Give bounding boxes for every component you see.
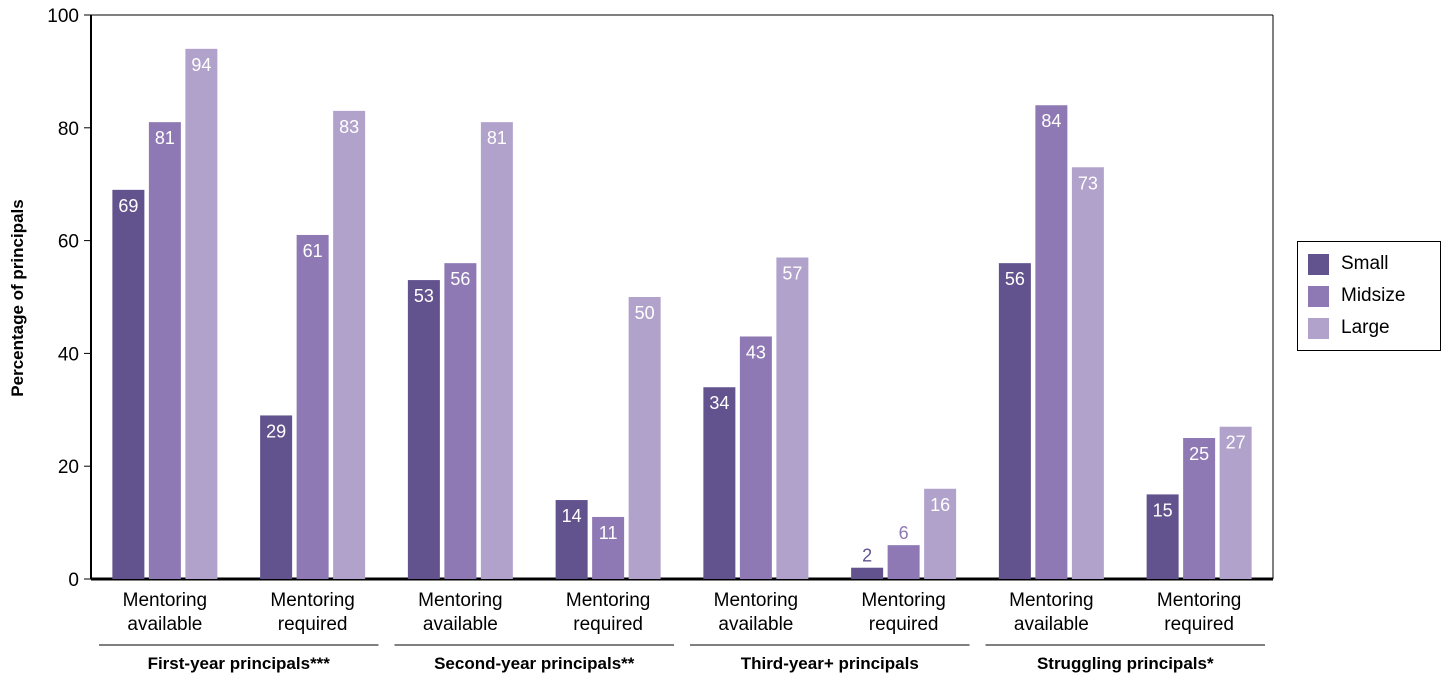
x-category-label: Mentoring <box>123 590 208 611</box>
x-category-label: available <box>718 614 793 635</box>
bar-small <box>555 500 588 579</box>
bar-value-label: 43 <box>746 342 766 362</box>
legend-swatch-small <box>1308 253 1329 275</box>
bar-large <box>776 257 809 579</box>
bar-midsize <box>444 263 477 579</box>
bar-small <box>998 263 1031 579</box>
bar-value-label: 53 <box>414 286 434 306</box>
bar-midsize <box>739 336 772 579</box>
group-label: Third-year+ principals <box>741 654 919 673</box>
x-category-label: Mentoring <box>1157 590 1242 611</box>
bar-value-label: 83 <box>339 117 359 137</box>
bar-value-label: 81 <box>155 128 175 148</box>
bar-midsize <box>887 545 920 579</box>
x-category-label: Mentoring <box>566 590 651 611</box>
group-label: Second-year principals** <box>434 654 635 673</box>
x-category-label: Mentoring <box>270 590 355 611</box>
bar-value-label: 6 <box>899 523 909 543</box>
y-tick-label: 80 <box>58 119 79 140</box>
bar-midsize <box>1035 105 1068 580</box>
bar-large <box>1219 426 1252 579</box>
x-category-label: required <box>1164 614 1234 635</box>
legend-swatch-midsize <box>1308 285 1329 307</box>
bar-large <box>628 297 661 579</box>
x-category-label: Mentoring <box>714 590 799 611</box>
legend-label-small: Small <box>1341 253 1389 274</box>
y-tick-label: 60 <box>58 232 79 253</box>
x-category-label: required <box>869 614 939 635</box>
bar-large <box>333 110 366 579</box>
bar-value-label: 27 <box>1226 433 1246 453</box>
y-tick-label: 100 <box>47 6 79 27</box>
bar-small <box>260 415 293 579</box>
bar-midsize <box>592 516 625 579</box>
bar-large <box>185 48 218 579</box>
bar-value-label: 14 <box>562 506 582 526</box>
y-tick-label: 0 <box>68 570 79 591</box>
y-tick-label: 20 <box>58 457 79 478</box>
bar-value-label: 2 <box>862 546 872 566</box>
y-tick-label: 40 <box>58 344 79 365</box>
legend-item-large: Large <box>1308 316 1390 340</box>
bar-large <box>480 122 513 579</box>
bar-small <box>112 189 145 579</box>
bar-value-label: 57 <box>782 264 802 284</box>
legend: Small Midsize Large <box>1297 241 1441 351</box>
x-category-label: available <box>127 614 202 635</box>
legend-swatch-large <box>1308 317 1329 339</box>
legend-item-midsize: Midsize <box>1308 284 1405 308</box>
x-category-label: required <box>573 614 643 635</box>
bar-midsize <box>1183 438 1216 579</box>
legend-label-large: Large <box>1341 317 1390 338</box>
x-category-label: Mentoring <box>418 590 503 611</box>
group-label: Struggling principals* <box>1037 654 1214 673</box>
x-category-label: required <box>278 614 348 635</box>
x-category-label: Mentoring <box>861 590 946 611</box>
bar-value-label: 15 <box>1153 500 1173 520</box>
bar-value-label: 16 <box>930 495 950 515</box>
bar-large <box>924 488 957 579</box>
legend-label-midsize: Midsize <box>1341 285 1406 306</box>
bar-small <box>703 387 736 579</box>
bar-value-label: 34 <box>709 393 729 413</box>
bar-value-label: 29 <box>266 421 286 441</box>
bar-value-label: 73 <box>1078 173 1098 193</box>
bar-value-label: 69 <box>118 196 138 216</box>
x-category-label: available <box>1014 614 1089 635</box>
group-label: First-year principals*** <box>148 654 331 673</box>
bar-value-label: 25 <box>1189 444 1209 464</box>
x-category-label: available <box>423 614 498 635</box>
bar-small <box>1146 494 1179 579</box>
bar-value-label: 56 <box>1005 269 1025 289</box>
bar-midsize <box>296 234 329 579</box>
bar-small <box>851 567 884 579</box>
bar-value-label: 50 <box>635 303 655 323</box>
bar-small <box>407 280 440 579</box>
bar-value-label: 56 <box>450 269 470 289</box>
x-category-label: Mentoring <box>1009 590 1094 611</box>
bar-value-label: 94 <box>191 55 211 75</box>
bar-large <box>1071 167 1104 579</box>
bar-midsize <box>148 122 181 579</box>
bar-value-label: 81 <box>487 128 507 148</box>
bar-value-label: 84 <box>1041 111 1061 131</box>
bar-value-label: 61 <box>303 241 323 261</box>
legend-item-small: Small <box>1308 252 1389 276</box>
bar-value-label: 11 <box>599 523 618 543</box>
y-axis-label: Percentage of principals <box>8 199 27 396</box>
